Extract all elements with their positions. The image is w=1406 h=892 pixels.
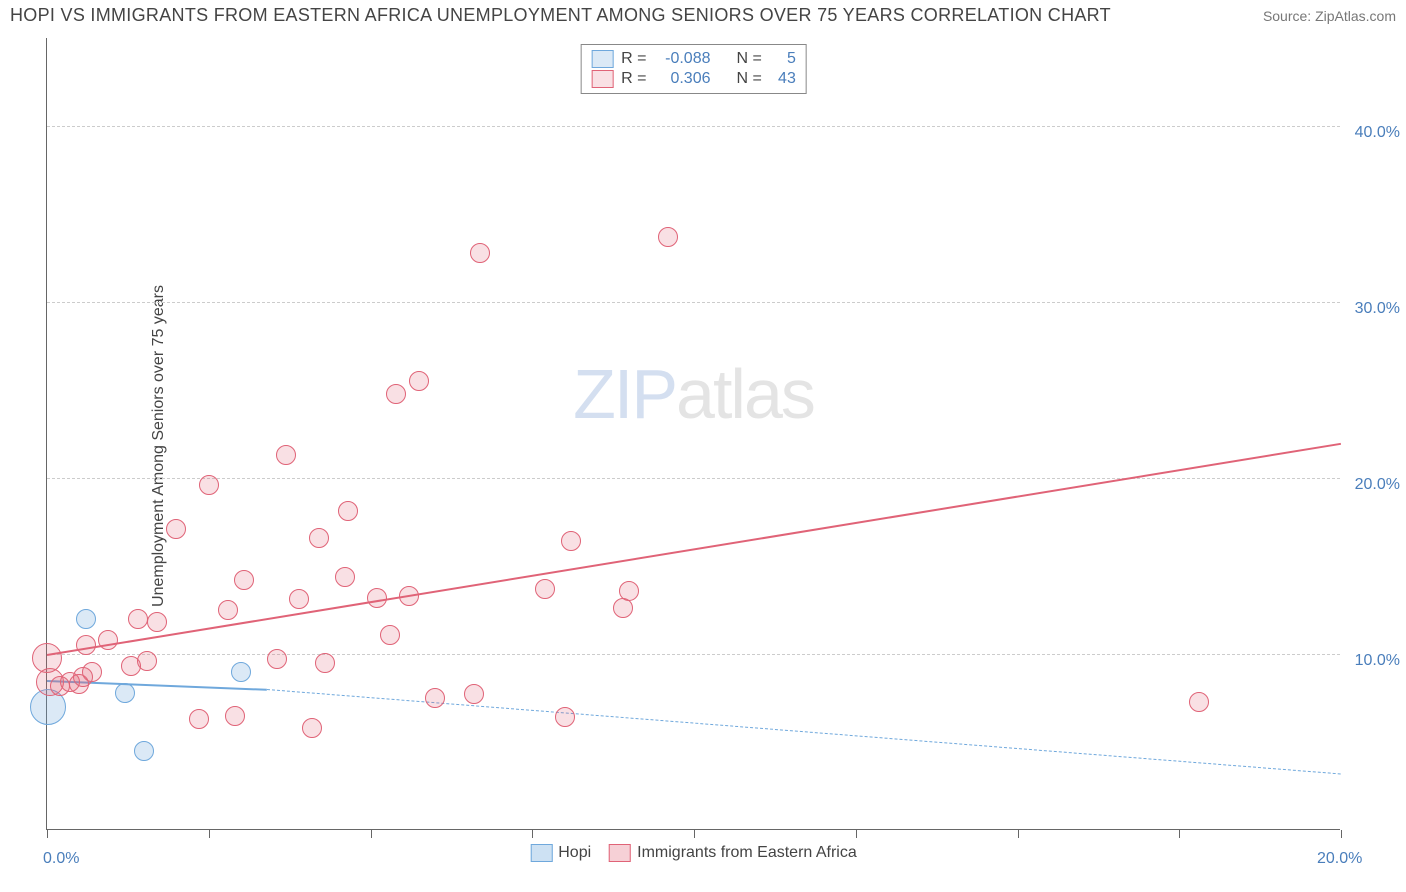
- legend-r-label: R =: [621, 70, 646, 88]
- x-tick-mark: [532, 830, 533, 838]
- x-tick-label: 20.0%: [1317, 850, 1362, 868]
- data-point: [225, 706, 245, 726]
- data-point: [199, 475, 219, 495]
- legend-swatch: [591, 50, 613, 68]
- correlation-legend: R = -0.088 N = 5 R = 0.306 N = 43: [580, 44, 807, 94]
- legend-n-label: N =: [737, 70, 762, 88]
- data-point: [335, 567, 355, 587]
- data-point: [231, 662, 251, 682]
- legend-r-label: R =: [621, 50, 646, 68]
- data-point: [137, 651, 157, 671]
- data-point: [309, 528, 329, 548]
- data-point: [76, 635, 96, 655]
- title-bar: HOPI VS IMMIGRANTS FROM EASTERN AFRICA U…: [10, 5, 1396, 26]
- x-tick-mark: [47, 830, 48, 838]
- data-point: [115, 683, 135, 703]
- data-point: [555, 707, 575, 727]
- y-tick-label: 40.0%: [1355, 124, 1400, 142]
- legend-n-value: 43: [770, 70, 796, 88]
- x-tick-mark: [209, 830, 210, 838]
- data-point: [276, 445, 296, 465]
- data-point: [234, 570, 254, 590]
- data-point: [367, 588, 387, 608]
- data-point: [409, 371, 429, 391]
- data-point: [218, 600, 238, 620]
- gridline: [47, 654, 1340, 655]
- source-label: Source: ZipAtlas.com: [1263, 8, 1396, 24]
- legend-row: R = 0.306 N = 43: [591, 69, 796, 89]
- x-tick-label: 0.0%: [43, 850, 79, 868]
- y-tick-label: 10.0%: [1355, 652, 1400, 670]
- plot-inner: ZIPatlas R =-0.088N =5R =0.306N =43 10.0…: [46, 38, 1340, 830]
- data-point: [561, 531, 581, 551]
- legend-n-label: N =: [737, 50, 762, 68]
- y-tick-label: 30.0%: [1355, 300, 1400, 318]
- data-point: [619, 581, 639, 601]
- legend-swatch: [609, 844, 631, 862]
- data-point: [82, 662, 102, 682]
- data-point: [289, 589, 309, 609]
- x-tick-mark: [694, 830, 695, 838]
- watermark: ZIPatlas: [573, 354, 814, 434]
- series-legend: Hopi Immigrants from Eastern Africa: [530, 844, 857, 862]
- data-point: [658, 227, 678, 247]
- x-tick-mark: [1341, 830, 1342, 838]
- data-point: [134, 741, 154, 761]
- legend-label: Immigrants from Eastern Africa: [637, 844, 857, 862]
- data-point: [425, 688, 445, 708]
- gridline: [47, 126, 1340, 127]
- data-point: [166, 519, 186, 539]
- plot-area: ZIPatlas R =-0.088N =5R =0.306N =43 10.0…: [46, 38, 1340, 830]
- data-point: [464, 684, 484, 704]
- legend-item: Immigrants from Eastern Africa: [609, 844, 857, 862]
- data-point: [189, 709, 209, 729]
- x-tick-mark: [1018, 830, 1019, 838]
- legend-label: Hopi: [558, 844, 591, 862]
- legend-swatch: [591, 70, 613, 88]
- data-point: [338, 501, 358, 521]
- x-tick-mark: [856, 830, 857, 838]
- data-point: [302, 718, 322, 738]
- legend-n-value: 5: [770, 50, 796, 68]
- data-point: [1189, 692, 1209, 712]
- data-point: [315, 653, 335, 673]
- data-point: [535, 579, 555, 599]
- data-point: [613, 598, 633, 618]
- data-point: [470, 243, 490, 263]
- legend-r-value: 0.306: [655, 70, 711, 88]
- legend-swatch: [530, 844, 552, 862]
- data-point: [386, 384, 406, 404]
- y-tick-label: 20.0%: [1355, 476, 1400, 494]
- data-point: [147, 612, 167, 632]
- x-tick-mark: [1179, 830, 1180, 838]
- data-point: [128, 609, 148, 629]
- x-tick-mark: [371, 830, 372, 838]
- legend-r-value: -0.088: [655, 50, 711, 68]
- data-point: [267, 649, 287, 669]
- data-point: [76, 609, 96, 629]
- chart-title: HOPI VS IMMIGRANTS FROM EASTERN AFRICA U…: [10, 5, 1111, 26]
- data-point: [380, 625, 400, 645]
- gridline: [47, 302, 1340, 303]
- gridline: [47, 478, 1340, 479]
- legend-item: Hopi: [530, 844, 591, 862]
- legend-row: R = -0.088 N = 5: [591, 49, 796, 69]
- regression-line: [47, 443, 1341, 656]
